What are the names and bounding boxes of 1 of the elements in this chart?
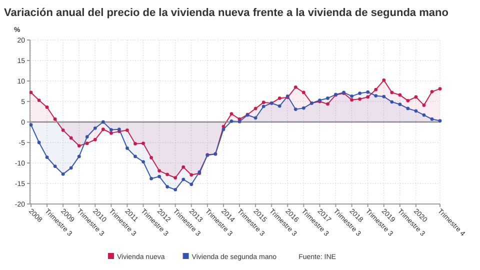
chart-title: Variación anual del precio de la vivienda nueva frente a la vivienda de segunda mano (4, 7, 449, 19)
